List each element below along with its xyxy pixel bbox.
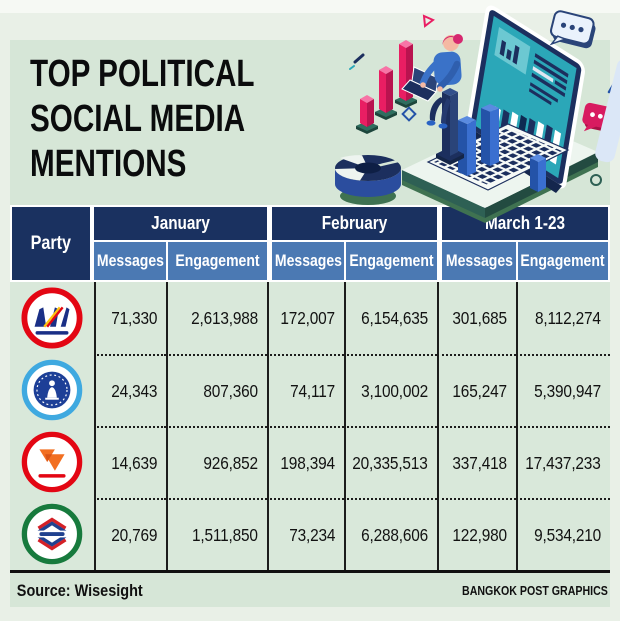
cell-feb-engagement: 3,100,002 — [344, 354, 437, 426]
cell-mar-messages: 122,980 — [437, 498, 516, 570]
subheader-jan-messages: Messages — [94, 242, 166, 280]
cell-jan-messages: 24,343 — [94, 354, 166, 426]
footer: Source: Wisesight BANGKOK POST GRAPHICS — [10, 578, 610, 604]
party-logo-democrat — [10, 354, 94, 426]
cell-jan-engagement: 1,511,850 — [166, 498, 267, 570]
subheader-mar-messages: Messages — [442, 242, 516, 280]
table-body: 71,330 2,613,988 172,007 6,154,635 301,6… — [10, 282, 610, 570]
cell-feb-engagement: 20,335,513 — [344, 426, 437, 498]
cell-mar-engagement: 5,390,947 — [516, 354, 610, 426]
cell-mar-messages: 301,685 — [437, 282, 516, 354]
graphics-credit: BANGKOK POST GRAPHICS — [462, 584, 609, 598]
cell-jan-engagement: 807,360 — [166, 354, 267, 426]
cell-jan-engagement: 926,852 — [166, 426, 267, 498]
month-header-january: January — [94, 207, 267, 240]
subheader-feb-messages: Messages — [272, 242, 344, 280]
cell-mar-engagement: 9,534,210 — [516, 498, 610, 570]
democrat-logo-icon — [21, 359, 83, 421]
page-title: TOP POLITICAL SOCIAL MEDIA MENTIONS — [30, 52, 255, 187]
party-header-label: Party — [30, 232, 72, 254]
title-line-3: MENTIONS — [30, 143, 187, 185]
subheader-jan-engagement: Engagement — [168, 242, 267, 280]
cell-mar-engagement: 8,112,274 — [516, 282, 610, 354]
cell-jan-messages: 20,769 — [94, 498, 166, 570]
party-header-cell: Party — [12, 207, 90, 280]
subheader-feb-engagement: Engagement — [346, 242, 437, 280]
cell-feb-messages: 73,234 — [267, 498, 344, 570]
cell-feb-messages: 74,117 — [267, 354, 344, 426]
title-line-2: SOCIAL MEDIA — [30, 98, 246, 140]
top-strip — [0, 0, 620, 13]
source-credit: Source: Wisesight — [16, 581, 143, 600]
pheu-thai-logo-icon — [21, 287, 83, 349]
cell-feb-messages: 198,394 — [267, 426, 344, 498]
cell-mar-messages: 337,418 — [437, 426, 516, 498]
cell-feb-engagement: 6,288,606 — [344, 498, 437, 570]
future-forward-logo-icon — [21, 431, 83, 493]
party-logo-palang-pracharath — [10, 498, 94, 570]
table-header: Party January February March 1-23 Messag… — [10, 205, 610, 282]
cell-jan-messages: 14,639 — [94, 426, 166, 498]
cell-feb-messages: 172,007 — [267, 282, 344, 354]
cell-mar-messages: 165,247 — [437, 354, 516, 426]
table-bottom-rule — [10, 570, 610, 573]
party-logo-future-forward — [10, 426, 94, 498]
cell-mar-engagement: 17,437,233 — [516, 426, 610, 498]
cell-jan-messages: 71,330 — [94, 282, 166, 354]
party-logo-pheu-thai — [10, 282, 94, 354]
title-line-1: TOP POLITICAL — [30, 53, 255, 95]
cell-jan-engagement: 2,613,988 — [166, 282, 267, 354]
month-header-february: February — [272, 207, 437, 240]
month-header-march: March 1-23 — [442, 207, 608, 240]
cell-feb-engagement: 6,154,635 — [344, 282, 437, 354]
palang-pracharath-logo-icon — [21, 503, 83, 565]
subheader-mar-engagement: Engagement — [518, 242, 608, 280]
